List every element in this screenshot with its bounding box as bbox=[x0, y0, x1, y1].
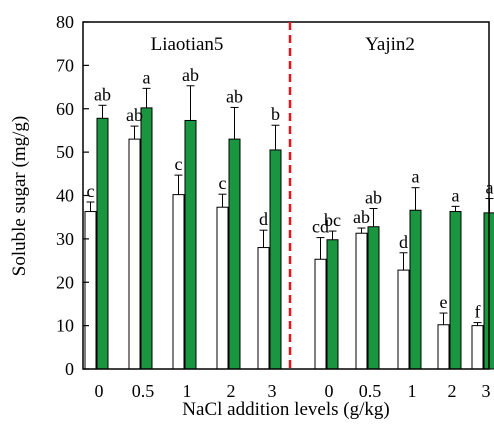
y-tick-label: 50 bbox=[56, 142, 74, 162]
significance-letter: c bbox=[87, 181, 95, 201]
y-tick-label: 80 bbox=[56, 12, 74, 32]
significance-letter: a bbox=[412, 167, 420, 187]
significance-letter: ab bbox=[365, 188, 382, 208]
bar bbox=[367, 226, 380, 370]
x-tick-label: 2 bbox=[448, 381, 457, 401]
x-tick-label: 0.5 bbox=[359, 381, 382, 401]
bar bbox=[216, 206, 229, 370]
y-tick-label: 70 bbox=[56, 55, 74, 75]
significance-letter: f bbox=[475, 302, 481, 322]
bar bbox=[228, 138, 241, 370]
significance-letter: c bbox=[219, 173, 227, 193]
significance-letter: d bbox=[259, 209, 268, 229]
x-tick-label: 2 bbox=[227, 381, 236, 401]
bar bbox=[96, 117, 109, 370]
bar bbox=[128, 138, 141, 370]
x-tick-label: 1 bbox=[183, 381, 192, 401]
y-tick-label: 60 bbox=[56, 99, 74, 119]
y-tick-label: 30 bbox=[56, 229, 74, 249]
y-axis-title: Soluble sugar (mg/g) bbox=[9, 116, 30, 276]
y-tick-label: 20 bbox=[56, 272, 74, 292]
y-tick-label: 10 bbox=[56, 316, 74, 336]
x-tick-label: 3 bbox=[268, 381, 277, 401]
significance-letter: ab bbox=[353, 207, 370, 227]
bar bbox=[84, 211, 97, 370]
bar bbox=[314, 258, 327, 370]
significance-letter: ab bbox=[94, 84, 111, 104]
significance-letter: bc bbox=[324, 210, 341, 230]
significance-letter: ab bbox=[182, 65, 199, 85]
panel-label-yajin2: Yajin2 bbox=[365, 34, 415, 55]
significance-letter: ab bbox=[126, 105, 143, 125]
significance-letter: cd bbox=[312, 217, 329, 237]
significance-letter: a bbox=[143, 67, 151, 87]
bar bbox=[269, 149, 282, 370]
bar bbox=[409, 209, 422, 370]
bar bbox=[172, 194, 185, 370]
bar bbox=[140, 107, 153, 370]
bar bbox=[437, 324, 450, 370]
panel-label-liaotian5: Liaotian5 bbox=[151, 34, 224, 55]
significance-letter: e bbox=[440, 292, 448, 312]
y-tick-label: 0 bbox=[65, 359, 74, 379]
significance-letter: c bbox=[175, 154, 183, 174]
bars-layer bbox=[84, 107, 494, 370]
x-tick-label: 0 bbox=[95, 381, 104, 401]
bar bbox=[449, 211, 462, 370]
bar bbox=[326, 239, 339, 370]
significance-letter: d bbox=[399, 232, 408, 252]
bar bbox=[184, 119, 197, 370]
bar bbox=[397, 269, 410, 370]
x-tick-label: 0.5 bbox=[132, 381, 155, 401]
y-tick-label: 40 bbox=[56, 186, 74, 206]
bar bbox=[355, 232, 368, 370]
x-tick-label: 0 bbox=[325, 381, 334, 401]
bar bbox=[257, 247, 270, 370]
x-tick-label: 1 bbox=[408, 381, 417, 401]
significance-letter: b bbox=[271, 104, 280, 124]
x-tick-label: 3 bbox=[482, 381, 491, 401]
bar bbox=[471, 325, 484, 370]
significance-letter: ab bbox=[226, 86, 243, 106]
significance-letter: a bbox=[452, 185, 460, 205]
x-axis-title: NaCl addition levels (g/kg) bbox=[182, 399, 389, 420]
